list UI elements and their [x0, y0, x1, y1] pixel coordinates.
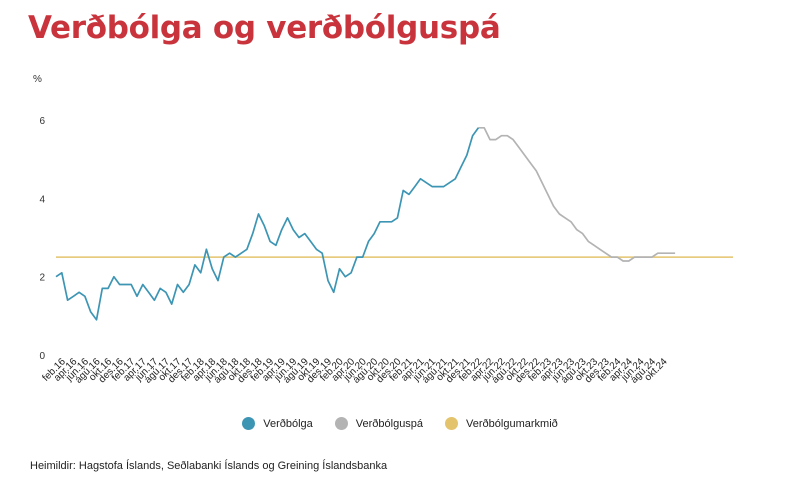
- y-tick-label: 0: [39, 351, 45, 362]
- y-tick-label: 2: [39, 273, 45, 284]
- legend-label-target: Verðbólgumarkmið: [466, 417, 558, 430]
- legend-item-inflation: Verðbólga: [242, 417, 313, 430]
- x-axis-ticks: feb.16apr.16jún.16ágú.16okt.16des.16feb.…: [40, 356, 670, 386]
- y-axis-unit: %: [33, 74, 42, 85]
- y-tick-label: 6: [39, 116, 45, 127]
- legend-swatch-forecast: [334, 417, 348, 430]
- series-layer: [55, 126, 733, 321]
- legend-label-forecast: Verðbólguspá: [355, 417, 424, 430]
- legend-swatch-target: [445, 417, 459, 430]
- line-chart: 0 2 4 6 feb.16apr.16jún.16ágú.16okt.16des.1…: [39, 116, 733, 386]
- legend-item-forecast: Verðbólguspá: [334, 417, 424, 430]
- series-line-forecast: [478, 126, 676, 262]
- y-axis-ticks: 0 2 4 6: [39, 116, 45, 362]
- legend: Verðbólga Verðbólguspá Verðbólgumarkmið: [0, 417, 800, 430]
- y-tick-label: 4: [39, 194, 45, 205]
- legend-swatch-inflation: [242, 417, 256, 430]
- legend-label-inflation: Verðbólga: [263, 417, 313, 430]
- legend-item-target: Verðbólgumarkmið: [445, 417, 558, 430]
- series-line-inflation: [55, 127, 480, 321]
- source-note: Heimildir: Hagstofa Íslands, Seðlabanki …: [30, 460, 388, 472]
- chart-title: Verðbólga og verðbólguspá: [28, 10, 501, 46]
